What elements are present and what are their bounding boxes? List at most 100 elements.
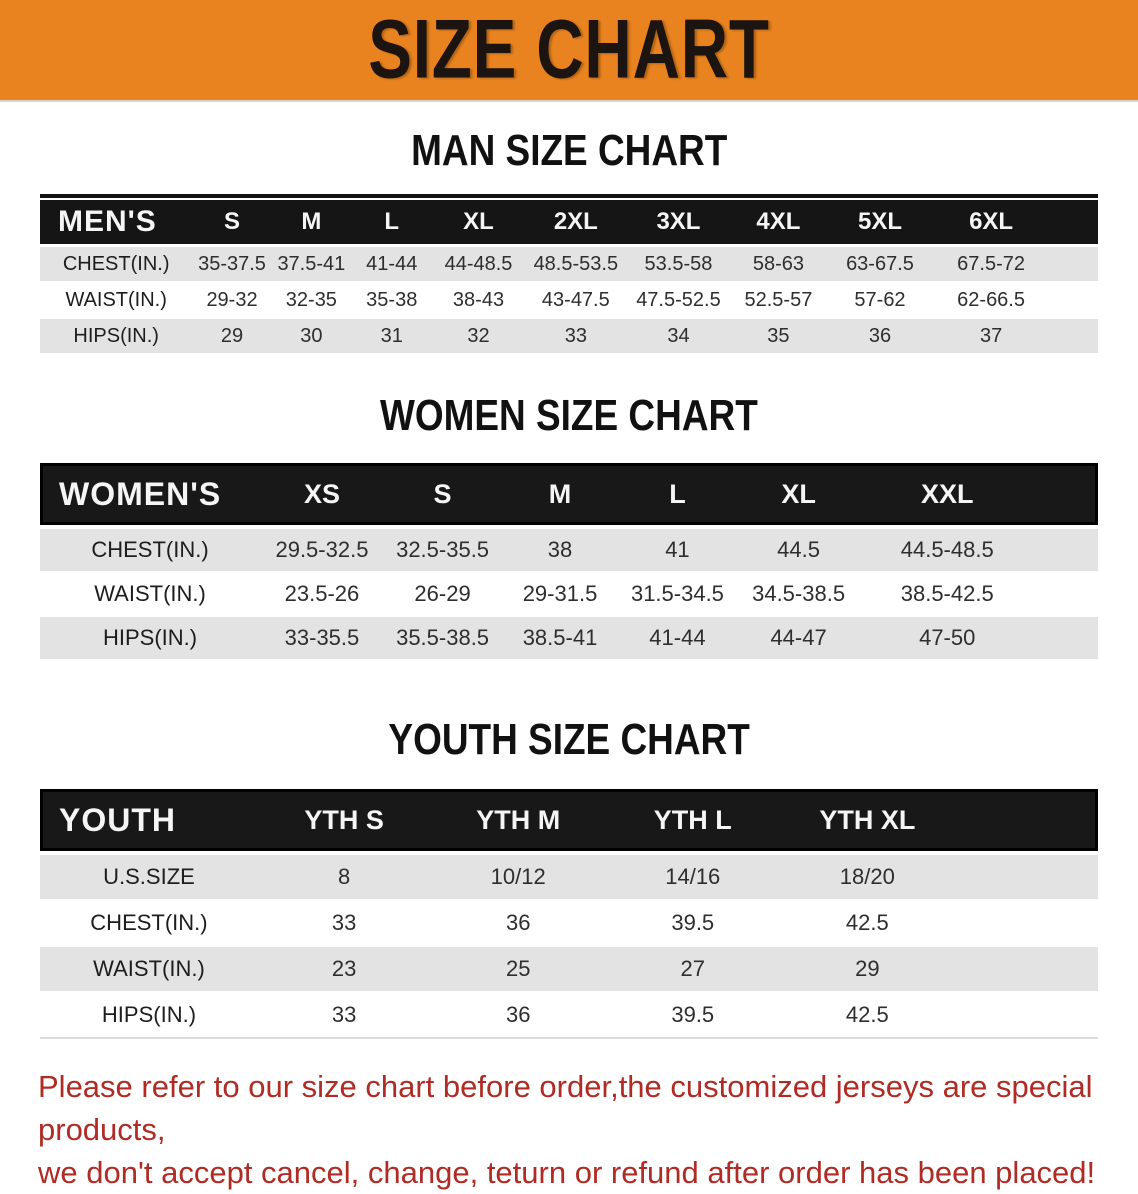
cell: 34 (627, 319, 730, 355)
spacer-cell (1033, 573, 1098, 617)
spacer-cell (955, 851, 1098, 901)
spacer-cell (1033, 525, 1098, 573)
youth-size-table: YOUTH YTH S YTH M YTH L YTH XL U.S.SIZE … (40, 789, 1098, 1039)
cell: 18/20 (779, 851, 956, 901)
men-col-4xl: 4XL (729, 200, 828, 247)
size-chart-banner: SIZE CHART (0, 0, 1138, 102)
women-col-xs: XS (260, 463, 384, 525)
youth-header-row: YOUTH YTH S YTH M YTH L YTH XL (40, 789, 1098, 851)
cell: 53.5-58 (627, 247, 730, 283)
men-header-row: MEN'S S M L XL 2XL 3XL 4XL 5XL 6XL (40, 200, 1098, 247)
cell: 47.5-52.5 (627, 283, 730, 319)
cell: 47-50 (861, 617, 1034, 661)
cell: 58-63 (729, 247, 828, 283)
men-hips-row: HIPS(IN.) 29 30 31 32 33 34 35 36 37 (40, 319, 1098, 355)
cell: 35 (729, 319, 828, 355)
men-waist-row: WAIST(IN.) 29-32 32-35 35-38 38-43 43-47… (40, 283, 1098, 319)
men-col-s: S (192, 200, 272, 247)
youth-ussize-row: U.S.SIZE 8 10/12 14/16 18/20 (40, 851, 1098, 901)
cell: 35.5-38.5 (383, 617, 502, 661)
youth-section-title-text: YOUTH SIZE CHART (388, 715, 750, 764)
row-label: U.S.SIZE (40, 851, 258, 901)
row-label: WAIST(IN.) (40, 573, 261, 617)
spacer-cell (1049, 283, 1098, 319)
men-col-5xl: 5XL (827, 200, 933, 247)
cell: 30 (271, 319, 352, 355)
cell: 35-37.5 (192, 247, 272, 283)
men-section-title: MAN SIZE CHART (0, 128, 1138, 174)
cell: 67.5-72 (932, 247, 1050, 283)
cell: 36 (430, 901, 607, 947)
cell: 31 (351, 319, 433, 355)
cell: 42.5 (779, 901, 956, 947)
cell: 29 (192, 319, 272, 355)
women-waist-row: WAIST(IN.) 23.5-26 26-29 29-31.5 31.5-34… (40, 573, 1098, 617)
cell: 8 (257, 851, 431, 901)
row-label: CHEST(IN.) (40, 901, 258, 947)
youth-section-title: YOUTH SIZE CHART (0, 717, 1138, 763)
cell: 29-31.5 (501, 573, 619, 617)
cell: 38-43 (432, 283, 525, 319)
cell: 41 (618, 525, 737, 573)
cell: 29 (779, 947, 956, 993)
youth-hips-row: HIPS(IN.) 33 36 39.5 42.5 (40, 993, 1098, 1039)
spacer-cell (1033, 617, 1098, 661)
spacer-cell (955, 789, 1098, 851)
women-chest-row: CHEST(IN.) 29.5-32.5 32.5-35.5 38 41 44.… (40, 525, 1098, 573)
spacer-cell (955, 947, 1098, 993)
women-col-l: L (618, 463, 737, 525)
row-label: WAIST(IN.) (40, 947, 258, 993)
cell: 14/16 (606, 851, 780, 901)
cell: 38.5-42.5 (861, 573, 1034, 617)
cell: 39.5 (606, 993, 780, 1039)
men-col-6xl: 6XL (932, 200, 1050, 247)
cell: 39.5 (606, 901, 780, 947)
disclaimer-line-1: Please refer to our size chart before or… (38, 1069, 1093, 1147)
men-size-table: MEN'S S M L XL 2XL 3XL 4XL 5XL 6XL CHEST… (40, 194, 1098, 355)
men-col-3xl: 3XL (627, 200, 730, 247)
men-col-2xl: 2XL (524, 200, 628, 247)
men-table: MEN'S S M L XL 2XL 3XL 4XL 5XL 6XL CHEST… (40, 200, 1098, 355)
cell: 31.5-34.5 (618, 573, 737, 617)
women-corner-label: WOMEN'S (40, 463, 261, 525)
cell: 26-29 (383, 573, 502, 617)
cell: 33 (257, 993, 431, 1039)
women-section-title-text: WOMEN SIZE CHART (380, 391, 758, 440)
youth-waist-row: WAIST(IN.) 23 25 27 29 (40, 947, 1098, 993)
men-chest-row: CHEST(IN.) 35-37.5 37.5-41 41-44 44-48.5… (40, 247, 1098, 283)
cell: 52.5-57 (729, 283, 828, 319)
cell: 25 (430, 947, 607, 993)
cell: 33-35.5 (260, 617, 384, 661)
youth-chest-row: CHEST(IN.) 33 36 39.5 42.5 (40, 901, 1098, 947)
cell: 29-32 (192, 283, 272, 319)
row-label: CHEST(IN.) (40, 525, 261, 573)
spacer-cell (1033, 463, 1098, 525)
disclaimer-text: Please refer to our size chart before or… (38, 1065, 1100, 1194)
women-section-title: WOMEN SIZE CHART (0, 393, 1138, 439)
cell: 33 (257, 901, 431, 947)
spacer-cell (955, 993, 1098, 1039)
cell: 41-44 (351, 247, 433, 283)
youth-col-m: YTH M (430, 789, 607, 851)
disclaimer-line-2: we don't accept cancel, change, teturn o… (38, 1155, 1096, 1190)
cell: 23.5-26 (260, 573, 384, 617)
cell: 36 (430, 993, 607, 1039)
women-col-s: S (383, 463, 502, 525)
cell: 43-47.5 (524, 283, 628, 319)
cell: 38.5-41 (501, 617, 619, 661)
cell: 32.5-35.5 (383, 525, 502, 573)
cell: 32-35 (271, 283, 352, 319)
row-label: HIPS(IN.) (40, 993, 258, 1039)
women-col-xxl: XXL (861, 463, 1034, 525)
spacer-cell (1049, 200, 1098, 247)
men-col-l: L (351, 200, 433, 247)
cell: 29.5-32.5 (260, 525, 384, 573)
women-hips-row: HIPS(IN.) 33-35.5 35.5-38.5 38.5-41 41-4… (40, 617, 1098, 661)
cell: 44-48.5 (432, 247, 525, 283)
cell: 35-38 (351, 283, 433, 319)
row-label: CHEST(IN.) (40, 247, 193, 283)
cell: 42.5 (779, 993, 956, 1039)
women-table: WOMEN'S XS S M L XL XXL CHEST(IN.) 29.5-… (40, 463, 1098, 661)
cell: 33 (524, 319, 628, 355)
women-header-row: WOMEN'S XS S M L XL XXL (40, 463, 1098, 525)
